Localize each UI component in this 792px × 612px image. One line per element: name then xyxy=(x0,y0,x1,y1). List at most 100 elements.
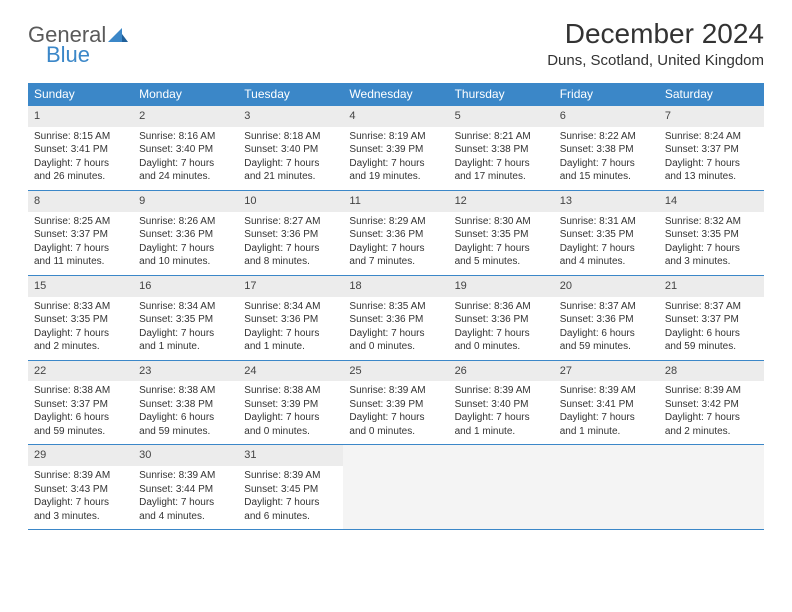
sunrise-text: Sunrise: 8:38 AM xyxy=(139,384,232,398)
title-block: December 2024 Duns, Scotland, United Kin… xyxy=(547,18,764,69)
sunset-text: Sunset: 3:37 PM xyxy=(34,228,127,242)
daylight-text: Daylight: 6 hours and 59 minutes. xyxy=(560,327,653,354)
day-body: Sunrise: 8:16 AMSunset: 3:40 PMDaylight:… xyxy=(133,127,238,190)
daylight-text: Daylight: 7 hours and 24 minutes. xyxy=(139,157,232,184)
sunrise-text: Sunrise: 8:27 AM xyxy=(244,215,337,229)
day-number: 11 xyxy=(343,191,448,212)
calendar-body: 1Sunrise: 8:15 AMSunset: 3:41 PMDaylight… xyxy=(28,106,764,530)
day-number: 27 xyxy=(554,361,659,382)
day-body: Sunrise: 8:25 AMSunset: 3:37 PMDaylight:… xyxy=(28,212,133,275)
day-number: 8 xyxy=(28,191,133,212)
calendar-week-row: 1Sunrise: 8:15 AMSunset: 3:41 PMDaylight… xyxy=(28,106,764,191)
sunset-text: Sunset: 3:41 PM xyxy=(560,398,653,412)
daylight-text: Daylight: 7 hours and 19 minutes. xyxy=(349,157,442,184)
daylight-text: Daylight: 7 hours and 21 minutes. xyxy=(244,157,337,184)
day-number: 16 xyxy=(133,276,238,297)
logo: General Blue xyxy=(28,18,128,66)
sunrise-text: Sunrise: 8:30 AM xyxy=(455,215,548,229)
daylight-text: Daylight: 7 hours and 3 minutes. xyxy=(665,242,758,269)
daylight-text: Daylight: 7 hours and 1 minute. xyxy=(560,411,653,438)
day-cell: 6Sunrise: 8:22 AMSunset: 3:38 PMDaylight… xyxy=(554,106,659,191)
calendar-week-row: 15Sunrise: 8:33 AMSunset: 3:35 PMDayligh… xyxy=(28,275,764,360)
day-body: Sunrise: 8:38 AMSunset: 3:38 PMDaylight:… xyxy=(133,381,238,444)
day-number: 10 xyxy=(238,191,343,212)
sunrise-text: Sunrise: 8:39 AM xyxy=(455,384,548,398)
daylight-text: Daylight: 7 hours and 6 minutes. xyxy=(244,496,337,523)
day-cell: 21Sunrise: 8:37 AMSunset: 3:37 PMDayligh… xyxy=(659,275,764,360)
sunset-text: Sunset: 3:37 PM xyxy=(665,143,758,157)
col-wednesday: Wednesday xyxy=(343,83,448,106)
sunrise-text: Sunrise: 8:37 AM xyxy=(560,300,653,314)
sunrise-text: Sunrise: 8:38 AM xyxy=(34,384,127,398)
day-body: Sunrise: 8:39 AMSunset: 3:40 PMDaylight:… xyxy=(449,381,554,444)
day-cell: 2Sunrise: 8:16 AMSunset: 3:40 PMDaylight… xyxy=(133,106,238,191)
sunset-text: Sunset: 3:38 PM xyxy=(455,143,548,157)
daylight-text: Daylight: 7 hours and 15 minutes. xyxy=(560,157,653,184)
calendar-week-row: 29Sunrise: 8:39 AMSunset: 3:43 PMDayligh… xyxy=(28,445,764,530)
col-monday: Monday xyxy=(133,83,238,106)
day-body: Sunrise: 8:34 AMSunset: 3:35 PMDaylight:… xyxy=(133,297,238,360)
day-cell: 30Sunrise: 8:39 AMSunset: 3:44 PMDayligh… xyxy=(133,445,238,530)
day-body: Sunrise: 8:39 AMSunset: 3:42 PMDaylight:… xyxy=(659,381,764,444)
day-number: 31 xyxy=(238,445,343,466)
sunrise-text: Sunrise: 8:21 AM xyxy=(455,130,548,144)
sunrise-text: Sunrise: 8:36 AM xyxy=(455,300,548,314)
daylight-text: Daylight: 6 hours and 59 minutes. xyxy=(665,327,758,354)
sunrise-text: Sunrise: 8:32 AM xyxy=(665,215,758,229)
sunset-text: Sunset: 3:36 PM xyxy=(349,313,442,327)
day-cell: 1Sunrise: 8:15 AMSunset: 3:41 PMDaylight… xyxy=(28,106,133,191)
header: General Blue December 2024 Duns, Scotlan… xyxy=(28,18,764,69)
day-cell: 26Sunrise: 8:39 AMSunset: 3:40 PMDayligh… xyxy=(449,360,554,445)
day-body: Sunrise: 8:19 AMSunset: 3:39 PMDaylight:… xyxy=(343,127,448,190)
sunset-text: Sunset: 3:38 PM xyxy=(139,398,232,412)
calendar-table: Sunday Monday Tuesday Wednesday Thursday… xyxy=(28,83,764,530)
daylight-text: Daylight: 7 hours and 1 minute. xyxy=(455,411,548,438)
sunset-text: Sunset: 3:37 PM xyxy=(34,398,127,412)
day-number: 20 xyxy=(554,276,659,297)
sunrise-text: Sunrise: 8:29 AM xyxy=(349,215,442,229)
sunrise-text: Sunrise: 8:38 AM xyxy=(244,384,337,398)
day-body: Sunrise: 8:36 AMSunset: 3:36 PMDaylight:… xyxy=(449,297,554,360)
day-cell: 16Sunrise: 8:34 AMSunset: 3:35 PMDayligh… xyxy=(133,275,238,360)
day-number: 18 xyxy=(343,276,448,297)
day-body: Sunrise: 8:18 AMSunset: 3:40 PMDaylight:… xyxy=(238,127,343,190)
daylight-text: Daylight: 6 hours and 59 minutes. xyxy=(139,411,232,438)
day-cell: 13Sunrise: 8:31 AMSunset: 3:35 PMDayligh… xyxy=(554,190,659,275)
sunrise-text: Sunrise: 8:35 AM xyxy=(349,300,442,314)
day-cell: 20Sunrise: 8:37 AMSunset: 3:36 PMDayligh… xyxy=(554,275,659,360)
sunrise-text: Sunrise: 8:39 AM xyxy=(560,384,653,398)
sunrise-text: Sunrise: 8:39 AM xyxy=(665,384,758,398)
sunrise-text: Sunrise: 8:19 AM xyxy=(349,130,442,144)
sunset-text: Sunset: 3:42 PM xyxy=(665,398,758,412)
weekday-header-row: Sunday Monday Tuesday Wednesday Thursday… xyxy=(28,83,764,106)
day-body: Sunrise: 8:34 AMSunset: 3:36 PMDaylight:… xyxy=(238,297,343,360)
location-label: Duns, Scotland, United Kingdom xyxy=(547,52,764,69)
day-number: 5 xyxy=(449,106,554,127)
day-body: Sunrise: 8:39 AMSunset: 3:43 PMDaylight:… xyxy=(28,466,133,529)
daylight-text: Daylight: 7 hours and 13 minutes. xyxy=(665,157,758,184)
day-number: 19 xyxy=(449,276,554,297)
daylight-text: Daylight: 7 hours and 26 minutes. xyxy=(34,157,127,184)
day-cell: 22Sunrise: 8:38 AMSunset: 3:37 PMDayligh… xyxy=(28,360,133,445)
day-cell: 28Sunrise: 8:39 AMSunset: 3:42 PMDayligh… xyxy=(659,360,764,445)
daylight-text: Daylight: 7 hours and 0 minutes. xyxy=(244,411,337,438)
sunset-text: Sunset: 3:36 PM xyxy=(244,228,337,242)
day-number: 28 xyxy=(659,361,764,382)
day-number: 22 xyxy=(28,361,133,382)
day-number: 2 xyxy=(133,106,238,127)
day-number: 30 xyxy=(133,445,238,466)
logo-triangle-icon xyxy=(108,24,128,42)
day-number: 14 xyxy=(659,191,764,212)
day-cell: 29Sunrise: 8:39 AMSunset: 3:43 PMDayligh… xyxy=(28,445,133,530)
day-number: 21 xyxy=(659,276,764,297)
sunset-text: Sunset: 3:37 PM xyxy=(665,313,758,327)
col-friday: Friday xyxy=(554,83,659,106)
daylight-text: Daylight: 7 hours and 4 minutes. xyxy=(560,242,653,269)
day-cell: 25Sunrise: 8:39 AMSunset: 3:39 PMDayligh… xyxy=(343,360,448,445)
logo-text: General Blue xyxy=(28,24,106,66)
day-body: Sunrise: 8:29 AMSunset: 3:36 PMDaylight:… xyxy=(343,212,448,275)
sunset-text: Sunset: 3:36 PM xyxy=(139,228,232,242)
sunrise-text: Sunrise: 8:25 AM xyxy=(34,215,127,229)
sunrise-text: Sunrise: 8:39 AM xyxy=(244,469,337,483)
day-cell: 23Sunrise: 8:38 AMSunset: 3:38 PMDayligh… xyxy=(133,360,238,445)
